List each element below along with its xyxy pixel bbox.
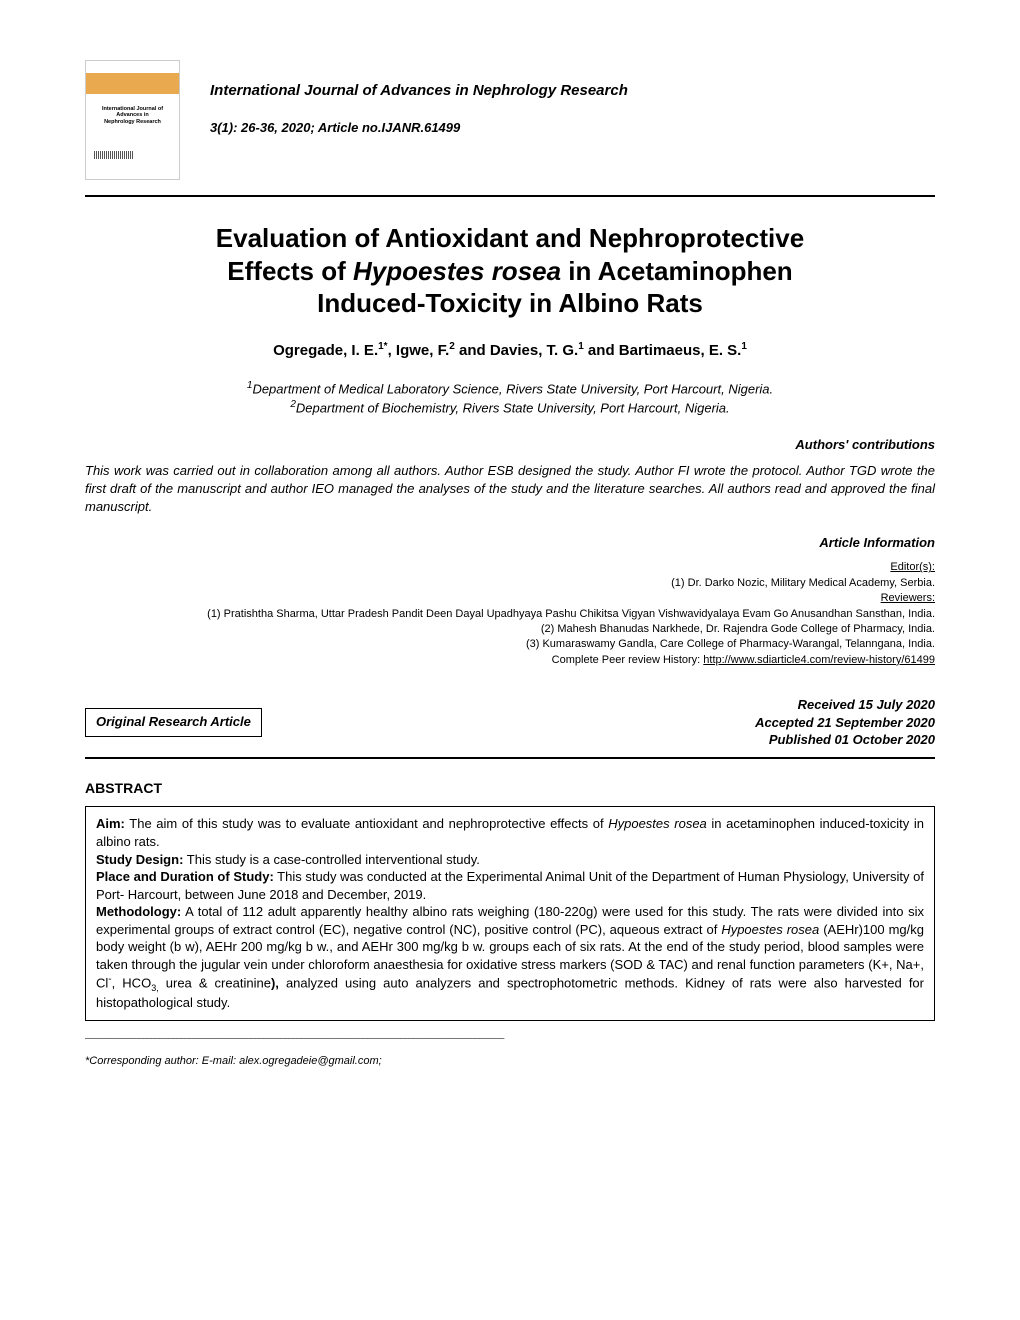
aim-label: Aim: bbox=[96, 816, 125, 831]
author-conj: and bbox=[584, 342, 619, 359]
abstract-heading: ABSTRACT bbox=[85, 779, 935, 799]
article-info-label: Article Information bbox=[85, 534, 935, 552]
author-4-name: Bartimaeus, E. S. bbox=[619, 342, 742, 359]
method-italic: Hypoestes rosea bbox=[721, 922, 819, 937]
reviewer-3: (3) Kumaraswamy Gandla, Care College of … bbox=[526, 638, 935, 650]
editors-label: Editor(s): bbox=[890, 561, 935, 573]
article-type-row: Original Research Article Received 15 Ju… bbox=[85, 696, 935, 749]
date-received: Received 15 July 2020 bbox=[798, 697, 935, 712]
reviewer-1: (1) Pratishtha Sharma, Uttar Pradesh Pan… bbox=[207, 608, 935, 620]
method-post3: urea & creatinine bbox=[159, 976, 271, 991]
contributions-text: This work was carried out in collaborati… bbox=[85, 462, 935, 517]
author-4-sup: 1 bbox=[741, 341, 747, 352]
editor-1: (1) Dr. Darko Nozic, Military Medical Ac… bbox=[671, 577, 935, 589]
article-meta: 3(1): 26-36, 2020; Article no.IJANR.6149… bbox=[210, 119, 935, 137]
cover-barcode bbox=[94, 151, 134, 159]
place-label: Place and Duration of Study: bbox=[96, 869, 274, 884]
authors: Ogregade, I. E.1*, Igwe, F.2 and Davies,… bbox=[85, 340, 935, 361]
method-post2: , HCO bbox=[112, 976, 152, 991]
footer-divider: ________________________________________… bbox=[85, 1029, 935, 1040]
author-3-name: and Davies, T. G. bbox=[459, 342, 578, 359]
contributions-label: Authors' contributions bbox=[85, 436, 935, 454]
affiliations: 1Department of Medical Laboratory Scienc… bbox=[85, 379, 935, 418]
article-title: Evaluation of Antioxidant and Nephroprot… bbox=[85, 222, 935, 320]
method-post4: ), bbox=[271, 976, 279, 991]
bottom-rule bbox=[85, 757, 935, 759]
aim-pre: The aim of this study was to evaluate an… bbox=[125, 816, 608, 831]
aim-italic: Hypoestes rosea bbox=[608, 816, 707, 831]
article-type-box: Original Research Article bbox=[85, 708, 262, 736]
cover-title: International Journal of Advances in Nep… bbox=[86, 106, 179, 126]
corresponding-author: *Corresponding author: E-mail: alex.ogre… bbox=[85, 1054, 935, 1069]
design-text: This study is a case-controlled interven… bbox=[183, 852, 480, 867]
aff2: Department of Biochemistry, Rivers State… bbox=[296, 400, 730, 415]
journal-cover-thumbnail: International Journal of Advances in Nep… bbox=[85, 60, 180, 180]
journal-name: International Journal of Advances in Nep… bbox=[210, 80, 935, 101]
title-line2-pre: Effects of bbox=[227, 256, 353, 286]
journal-info: International Journal of Advances in Nep… bbox=[210, 60, 935, 137]
date-published: Published 01 October 2020 bbox=[769, 732, 935, 747]
abstract-box: Aim: The aim of this study was to evalua… bbox=[85, 806, 935, 1021]
aff1: Department of Medical Laboratory Science… bbox=[252, 381, 773, 396]
dates: Received 15 July 2020 Accepted 21 Septem… bbox=[755, 696, 935, 749]
date-accepted: Accepted 21 September 2020 bbox=[755, 715, 935, 730]
reviewers-label: Reviewers: bbox=[881, 592, 935, 604]
article-info: Editor(s): (1) Dr. Darko Nozic, Military… bbox=[85, 560, 935, 668]
title-line2-italic: Hypoestes rosea bbox=[353, 256, 561, 286]
reviewer-2: (2) Mahesh Bhanudas Narkhede, Dr. Rajend… bbox=[541, 623, 935, 635]
author-1-name: Ogregade, I. E. bbox=[273, 342, 378, 359]
author-2-sup: 2 bbox=[449, 341, 455, 352]
title-line3: Induced-Toxicity in Albino Rats bbox=[317, 288, 703, 318]
method-sub: 3, bbox=[151, 983, 159, 993]
design-label: Study Design: bbox=[96, 852, 183, 867]
method-label: Methodology: bbox=[96, 904, 181, 919]
author-1-sup: 1* bbox=[378, 341, 387, 352]
title-rule bbox=[85, 195, 935, 197]
history-label: Complete Peer review History: bbox=[552, 654, 704, 666]
header-row: International Journal of Advances in Nep… bbox=[85, 60, 935, 180]
author-2-name: Igwe, F. bbox=[396, 342, 449, 359]
title-line2-post: in Acetaminophen bbox=[561, 256, 793, 286]
history-url[interactable]: http://www.sdiarticle4.com/review-histor… bbox=[703, 654, 935, 666]
title-line1: Evaluation of Antioxidant and Nephroprot… bbox=[216, 223, 804, 253]
